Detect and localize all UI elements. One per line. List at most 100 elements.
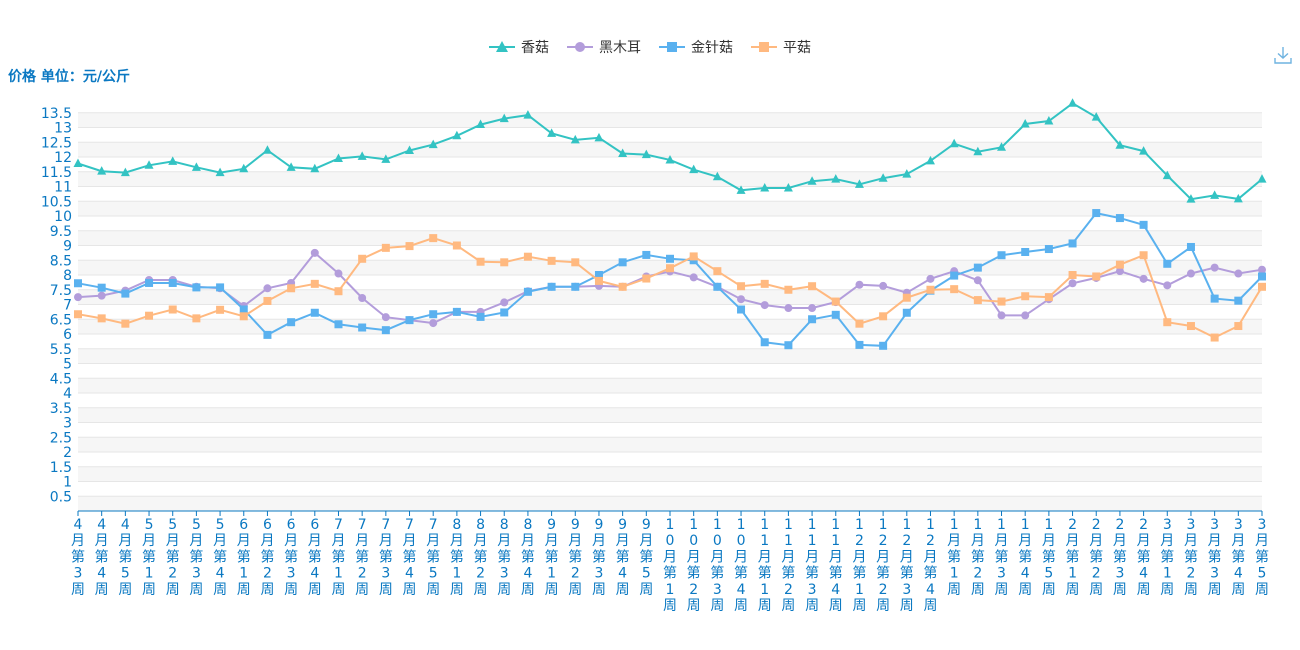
data-point[interactable] [973, 276, 982, 285]
data-point[interactable] [666, 264, 674, 273]
legend-item[interactable]: 平菇 [751, 37, 811, 57]
data-point[interactable] [429, 319, 438, 328]
data-point[interactable] [1139, 274, 1148, 283]
data-point[interactable] [1115, 260, 1124, 269]
data-point[interactable] [523, 110, 533, 119]
data-point[interactable] [1234, 296, 1243, 305]
data-point[interactable] [737, 305, 746, 314]
data-point[interactable] [499, 113, 509, 123]
data-point[interactable] [712, 171, 722, 181]
data-point[interactable] [689, 273, 698, 282]
data-point[interactable] [594, 132, 604, 142]
data-point[interactable] [287, 284, 296, 293]
data-point[interactable] [925, 155, 935, 165]
data-point[interactable] [1163, 281, 1172, 290]
data-point[interactable] [855, 319, 864, 328]
data-point[interactable] [547, 256, 556, 265]
data-point[interactable] [168, 305, 177, 314]
data-point[interactable] [262, 145, 272, 154]
data-point[interactable] [74, 279, 82, 288]
data-point[interactable] [1092, 209, 1101, 218]
data-point[interactable] [215, 167, 225, 177]
data-point[interactable] [1068, 271, 1077, 279]
data-point[interactable] [1163, 318, 1172, 327]
data-point[interactable] [1115, 140, 1125, 149]
data-point[interactable] [594, 276, 603, 285]
data-point[interactable] [760, 279, 769, 288]
data-point[interactable] [1257, 174, 1267, 183]
data-point[interactable] [1021, 311, 1030, 320]
data-point[interactable] [1234, 269, 1243, 278]
data-point[interactable] [1210, 294, 1219, 303]
data-point[interactable] [950, 285, 959, 294]
data-point[interactable] [310, 279, 319, 288]
data-point[interactable] [997, 251, 1006, 260]
data-point[interactable] [310, 163, 320, 173]
data-point[interactable] [1210, 190, 1220, 199]
data-point[interactable] [737, 295, 746, 304]
data-point[interactable] [689, 164, 699, 174]
data-point[interactable] [1068, 239, 1077, 248]
data-point[interactable] [381, 313, 390, 322]
data-point[interactable] [1186, 242, 1195, 251]
data-point[interactable] [168, 156, 178, 165]
data-point[interactable] [1115, 267, 1124, 276]
data-point[interactable] [1186, 322, 1195, 331]
data-point[interactable] [428, 139, 438, 149]
data-point[interactable] [760, 338, 769, 347]
data-point[interactable] [642, 274, 651, 283]
data-point[interactable] [950, 271, 959, 280]
data-point[interactable] [239, 163, 249, 173]
data-point[interactable] [452, 307, 461, 316]
data-point[interactable] [97, 314, 106, 323]
data-point[interactable] [97, 166, 107, 175]
data-point[interactable] [358, 323, 367, 332]
data-point[interactable] [168, 278, 177, 287]
data-point[interactable] [429, 310, 438, 319]
data-point[interactable] [1021, 247, 1030, 256]
data-point[interactable] [452, 241, 461, 250]
data-point[interactable] [1163, 259, 1172, 268]
data-point[interactable] [713, 282, 722, 291]
data-point[interactable] [879, 312, 888, 321]
data-point[interactable] [783, 182, 793, 192]
data-point[interactable] [973, 263, 982, 272]
data-point[interactable] [1258, 272, 1266, 281]
data-point[interactable] [1044, 293, 1053, 302]
data-point[interactable] [618, 258, 627, 267]
data-point[interactable] [831, 297, 840, 306]
data-point[interactable] [760, 301, 769, 310]
data-point[interactable] [239, 312, 248, 321]
data-point[interactable] [523, 287, 532, 296]
data-point[interactable] [500, 308, 509, 317]
data-point[interactable] [381, 154, 391, 163]
data-point[interactable] [476, 312, 485, 321]
legend-item[interactable]: 黑木耳 [567, 37, 641, 57]
data-point[interactable] [358, 254, 367, 263]
data-point[interactable] [997, 311, 1006, 320]
data-point[interactable] [926, 285, 935, 294]
data-point[interactable] [807, 176, 817, 185]
data-point[interactable] [1044, 245, 1053, 254]
data-point[interactable] [997, 142, 1007, 151]
data-point[interactable] [878, 173, 888, 182]
data-point[interactable] [855, 340, 864, 349]
data-point[interactable] [429, 234, 438, 243]
data-point[interactable] [216, 305, 225, 314]
data-point[interactable] [1068, 98, 1078, 107]
data-point[interactable] [784, 304, 793, 313]
data-point[interactable] [476, 119, 486, 129]
data-point[interactable] [808, 282, 817, 291]
data-point[interactable] [121, 319, 130, 328]
data-point[interactable] [879, 341, 888, 350]
data-point[interactable] [121, 289, 130, 298]
download-icon[interactable] [1272, 44, 1294, 66]
data-point[interactable] [1210, 263, 1219, 272]
data-point[interactable] [665, 154, 675, 164]
data-point[interactable] [1258, 265, 1266, 274]
data-point[interactable] [286, 162, 296, 171]
data-point[interactable] [737, 282, 746, 291]
data-point[interactable] [1233, 193, 1243, 203]
data-point[interactable] [1092, 272, 1101, 281]
data-point[interactable] [666, 254, 674, 263]
